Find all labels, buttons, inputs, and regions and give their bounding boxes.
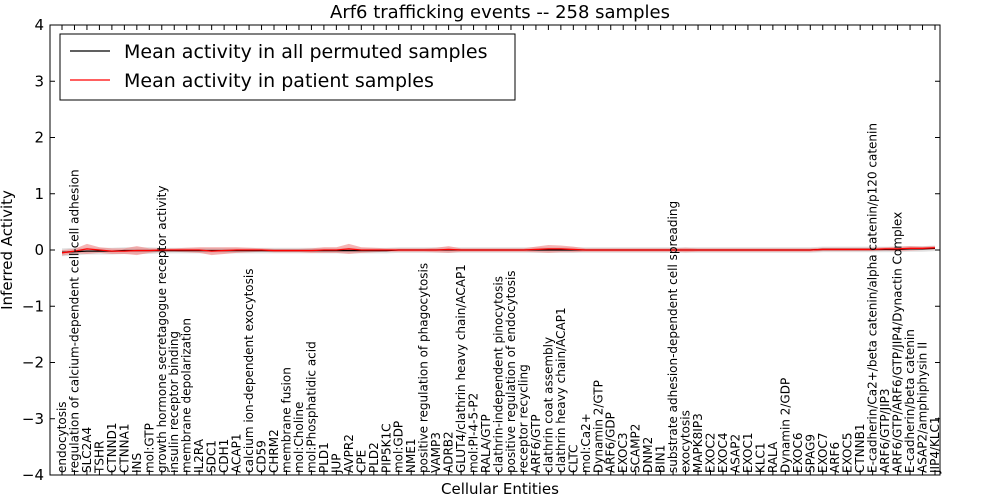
category-label: ARF6/GTP [529, 414, 543, 473]
category-label: VAMP3 [429, 432, 443, 473]
category-label: JUP [329, 453, 343, 474]
category-label: SPAG9 [803, 434, 817, 473]
category-label: receptor recycling [516, 364, 530, 473]
y-axis-label: Inferred Activity [0, 190, 16, 310]
legend-box [59, 33, 516, 101]
category-label: E-cadherin/beta catenin [903, 329, 917, 473]
category-label: RALA/GTP [479, 414, 493, 473]
y-tick-label: −4 [22, 466, 44, 484]
legend-label-permuted: Mean activity in all permuted samples [124, 41, 487, 63]
category-label: clathrin-independent pinocytosis [492, 276, 506, 473]
category-label: SDC1 [205, 440, 219, 473]
category-label: EXOC4 [716, 433, 730, 474]
category-label: CDH1 [217, 439, 231, 473]
category-label: ARF6/GDP [604, 412, 618, 473]
category-label: JIP4/KLC1 [928, 416, 942, 474]
category-label: mol:GTP [142, 423, 156, 473]
category-label: mol:GDP [392, 421, 406, 473]
category-label: exocytosis [679, 410, 693, 473]
category-label: Dynamin 2/GTP [591, 380, 605, 473]
category-label: PIP5K1C [379, 423, 393, 473]
category-label: CD59 [255, 440, 269, 473]
series-lines [61, 247, 936, 254]
category-label: PLD2 [367, 442, 381, 473]
patient-series-line [61, 247, 936, 254]
legend: Mean activity in all permuted samples Me… [59, 33, 516, 101]
category-label: KLC1 [753, 442, 767, 473]
category-label: ARF6 [828, 442, 842, 473]
category-label: CTNND1 [105, 422, 119, 473]
category-label: positive regulation of phagocytosis [417, 263, 431, 473]
category-label: membrane depolarization [180, 318, 194, 473]
y-tick-label: 1 [34, 185, 44, 203]
chart-title: Arf6 trafficking events -- 258 samples [330, 2, 670, 23]
category-label: TSHR [92, 441, 106, 474]
category-label: ADRB2 [442, 431, 456, 473]
category-label: EXOC6 [791, 433, 805, 474]
plot-frame [49, 24, 941, 476]
category-label: EXOC5 [841, 433, 855, 474]
category-label: ACAP1 [230, 434, 244, 473]
category-label: MAPK8IP3 [691, 413, 705, 473]
y-tick-label: 4 [34, 16, 44, 34]
legend-label-patient: Mean activity in patient samples [124, 70, 434, 92]
category-label: PLD1 [317, 442, 331, 473]
category-label: BIN1 [654, 445, 668, 473]
category-label: EXOC3 [616, 433, 630, 474]
category-label: calcium ion-dependent exocytosis [242, 269, 256, 474]
category-label: endocytosis [55, 401, 69, 473]
category-label: SLC2A4 [80, 427, 94, 473]
category-label: regulation of calcium-dependent cell-cel… [67, 169, 81, 473]
category-label: membrane fusion [279, 367, 293, 473]
category-label: SCAMP2 [629, 424, 643, 473]
category-label: IL2RA [192, 438, 206, 473]
category-label: NME1 [404, 438, 418, 473]
category-label: Dynamin 2/GDP [778, 378, 792, 473]
category-label: AVPR2 [342, 434, 356, 473]
category-label: clathrin heavy chain/ACAP1 [554, 307, 568, 473]
y-tick-label: −3 [22, 410, 44, 428]
category-label: CTNNA1 [117, 423, 131, 473]
category-label: ARF6/GTP/ARF6/GTP/JIP4/Dynactin Complex [891, 212, 905, 473]
category-label: insulin receptor binding [167, 331, 181, 473]
category-label: CLTC [566, 445, 580, 473]
category-label: positive regulation of endocytosis [504, 270, 518, 473]
category-label: E-cadherin/Ca2+/beta catenin/alpha caten… [866, 123, 880, 473]
y-tick-label: 0 [34, 241, 44, 259]
category-label: growth hormone secretagogue receptor act… [155, 186, 169, 473]
category-label: DNM2 [641, 437, 655, 473]
category-label: mol:Phosphatidic acid [304, 341, 318, 473]
y-axis-ticks: −4 −3 −2 −1 0 1 2 3 4 [22, 16, 940, 484]
category-label: GLUT4/clathrin heavy chain/ACAP1 [454, 264, 468, 473]
category-label: mol:Choline [292, 402, 306, 473]
category-label: mol:PI-4-5-P2 [467, 393, 481, 473]
category-label: EXOC2 [704, 433, 718, 474]
category-label: clathrin coat assembly [541, 337, 555, 473]
category-label: ASAP2/amphiphysin II [916, 342, 930, 473]
category-label: CTNNB1 [853, 423, 867, 473]
category-label: INS [130, 453, 144, 473]
y-tick-label: −2 [22, 354, 44, 372]
category-label: EXOC1 [741, 433, 755, 474]
y-tick-label: 2 [34, 129, 44, 147]
category-label: substrate adhesion-dependent cell spread… [666, 201, 680, 473]
category-label: RALA [766, 441, 780, 473]
category-label: mol:Ca2+ [579, 413, 593, 473]
category-label: ASAP2 [728, 434, 742, 473]
category-label: ARF6/GTP/JIP3 [878, 388, 892, 473]
y-tick-label: −1 [22, 297, 44, 315]
y-tick-label: 3 [34, 72, 44, 90]
x-axis-label: Cellular Entities [441, 480, 559, 498]
category-label: EXOC7 [816, 433, 830, 474]
category-label: CPE [354, 450, 368, 473]
category-label: CHRM2 [267, 429, 281, 473]
